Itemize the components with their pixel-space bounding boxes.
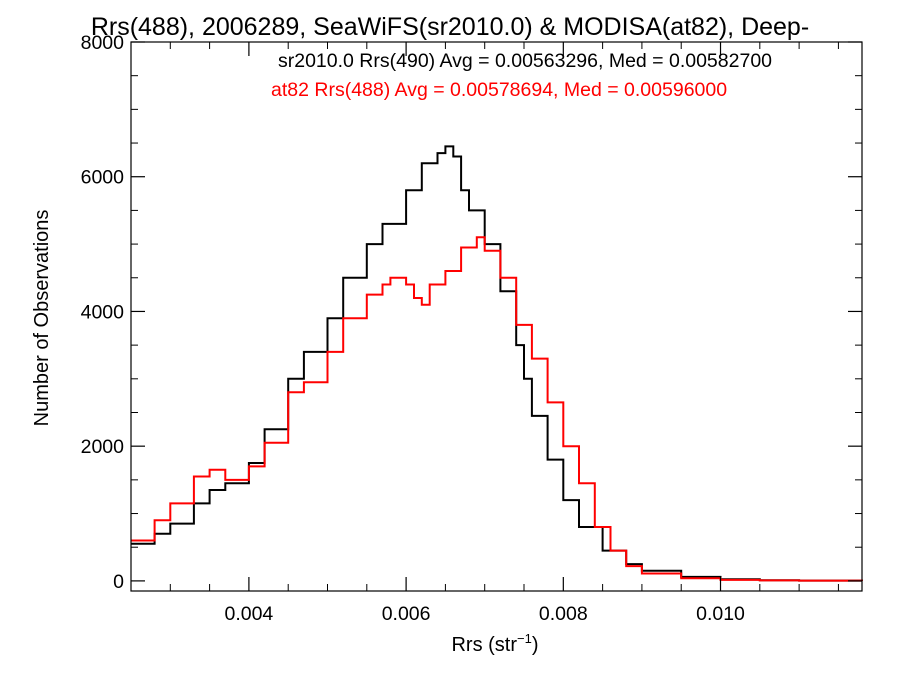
series-line-0 <box>131 145 863 582</box>
series-line-1 <box>131 236 863 582</box>
x-axis-label-superscript: −1 <box>517 631 532 646</box>
x-ticks: 0.004 0.006 0.008 0.010 <box>130 42 839 625</box>
y-tick-label: 6000 <box>81 167 125 189</box>
y-tick-label: 2000 <box>81 436 125 458</box>
y-tick-label: 8000 <box>81 32 125 54</box>
series-layer <box>131 145 863 582</box>
x-axis-label-end: ) <box>532 634 539 656</box>
y-tick-label: 4000 <box>81 301 125 323</box>
x-tick-label: 0.006 <box>382 603 431 625</box>
chart-title: Rrs(488), 2006289, SeaWiFS(sr2010.0) & M… <box>91 13 809 41</box>
legend-entry-sr2010: sr2010.0 Rrs(490) Avg = 0.00563296, Med … <box>278 50 772 72</box>
x-tick-label: 0.008 <box>539 603 588 625</box>
x-tick-label: 0.004 <box>224 603 273 625</box>
x-tick-label: 0.010 <box>696 603 745 625</box>
plot-frame <box>130 41 863 592</box>
x-axis-label: Rrs (str−1) <box>451 631 538 656</box>
x-axis-label-main: Rrs (str <box>451 634 517 656</box>
y-ticks: 0 2000 4000 6000 8000 <box>81 32 862 593</box>
y-tick-label: 0 <box>113 571 124 593</box>
legend-entry-at82: at82 Rrs(488) Avg = 0.00578694, Med = 0.… <box>271 79 727 101</box>
y-axis-label: Number of Observations <box>31 210 53 427</box>
